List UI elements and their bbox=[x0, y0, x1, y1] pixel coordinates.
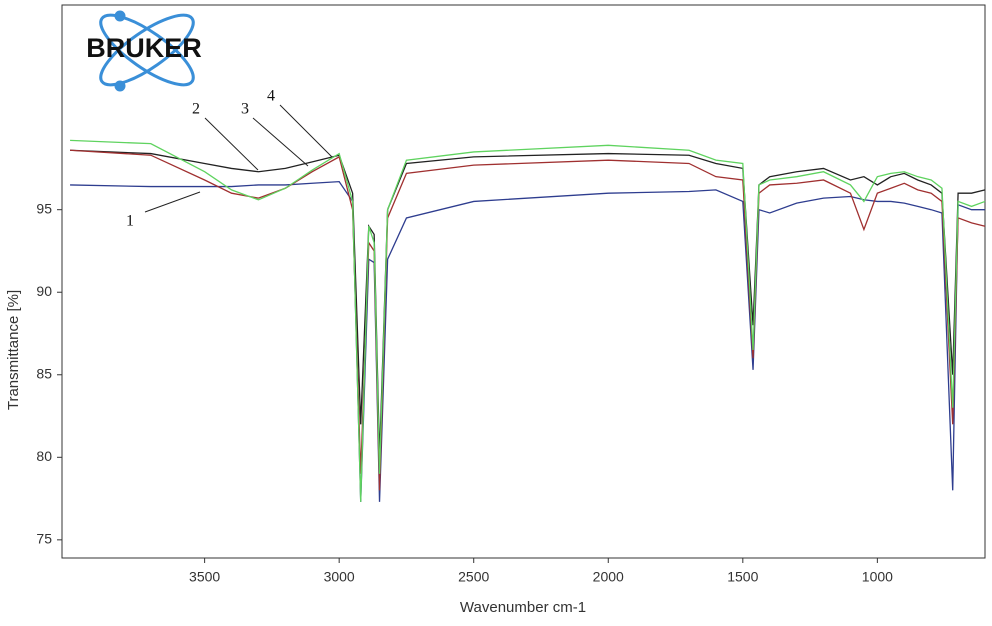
annotation-label: 4 bbox=[267, 88, 275, 105]
annotation-leader bbox=[279, 104, 333, 158]
logo-icon bbox=[99, 10, 195, 92]
x-tick-label: 3500 bbox=[189, 569, 220, 585]
y-tick-label: 80 bbox=[36, 448, 52, 464]
plot-frame bbox=[61, 4, 986, 559]
spectrum-line bbox=[70, 149, 986, 458]
y-tick-label: 90 bbox=[36, 283, 52, 299]
x-tick-label: 1000 bbox=[862, 569, 893, 585]
x-tick-label: 1500 bbox=[727, 569, 758, 585]
y-axis-label: Transmittance [%] bbox=[5, 290, 22, 410]
annotation-label: 1 bbox=[126, 213, 134, 230]
y-tick-label: 85 bbox=[36, 365, 52, 381]
annotation-label: 2 bbox=[192, 101, 200, 118]
y-tick-label: 75 bbox=[36, 531, 52, 547]
x-tick-label: 2000 bbox=[593, 569, 624, 585]
annotation-leader bbox=[144, 191, 201, 213]
y-tick-label: 95 bbox=[36, 200, 52, 216]
x-tick-label: 2500 bbox=[458, 569, 489, 585]
logo-text: BRUKER bbox=[86, 33, 202, 63]
annotation-leader bbox=[252, 117, 309, 167]
x-axis-label: Wavenumber cm-1 bbox=[460, 599, 586, 616]
annotation-label: 3 bbox=[241, 101, 249, 118]
spectrum-line bbox=[70, 180, 985, 502]
spectrum-line bbox=[70, 139, 986, 502]
spectrum-line bbox=[70, 149, 986, 491]
annotation-leader bbox=[204, 117, 259, 171]
x-tick-label: 3000 bbox=[324, 569, 355, 585]
